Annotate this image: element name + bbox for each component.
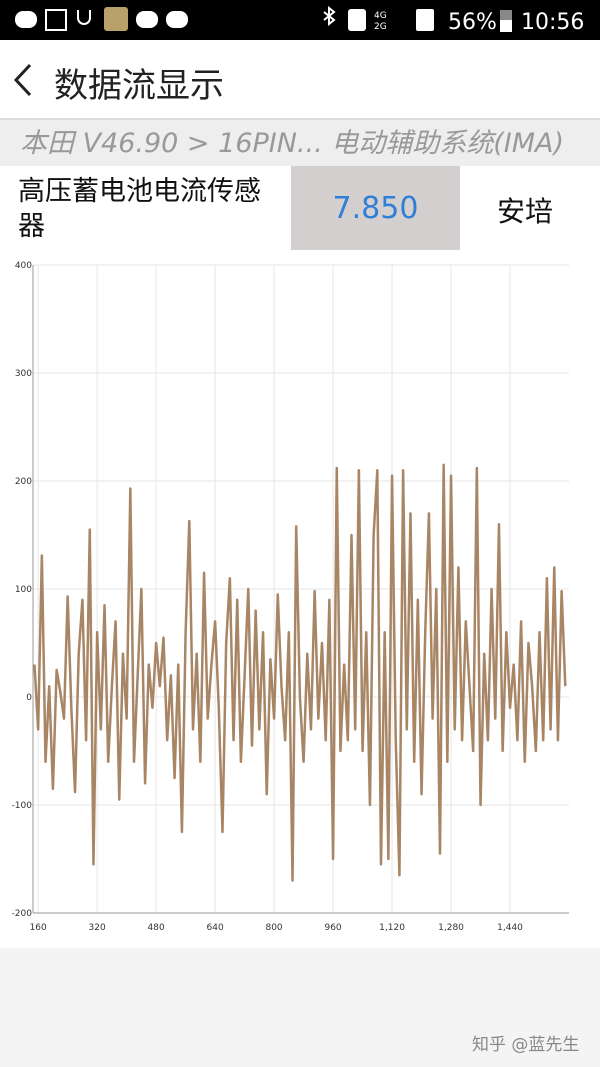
sensor-row: 高压蓄电池电流传感器 7.850 安培	[0, 166, 600, 250]
y-tick-label: 0	[26, 693, 32, 703]
sensor-unit: 安培	[497, 195, 554, 228]
x-tick-label: 1,440	[497, 923, 523, 933]
sensor-value: 7.850	[291, 166, 460, 250]
bluetooth-icon	[323, 5, 336, 27]
status-icons: 4G 2G 56% 10:56	[15, 5, 584, 35]
wechat-icon	[166, 11, 188, 28]
gallery-icon	[45, 9, 67, 31]
watermark: 知乎 @蓝先生	[472, 1035, 580, 1055]
x-tick-label: 1,120	[379, 923, 405, 933]
data-line	[33, 463, 567, 882]
x-tick-label: 1,280	[438, 923, 464, 933]
status-bar: 4G 2G 56% 10:56	[0, 0, 600, 40]
x-tick-label: 160	[30, 923, 47, 933]
y-tick-label: 200	[15, 477, 32, 487]
breadcrumb-text: 本田 V46.90 > 16PIN... 电动辅助系统(IMA)	[20, 128, 565, 159]
back-button[interactable]	[10, 62, 34, 98]
stethoscope-icon	[77, 10, 91, 25]
network-top: 4G	[374, 11, 387, 21]
x-tick-label: 800	[265, 923, 282, 933]
breadcrumb: 本田 V46.90 > 16PIN... 电动辅助系统(IMA)	[0, 120, 600, 166]
chart: -200 -100 0 100 200 300 400 160 320 480 640 800 960 1…	[0, 250, 600, 948]
battery-level	[500, 20, 512, 32]
y-tick-label: 400	[15, 261, 32, 271]
sensor-name: 高压蓄电池电流传感器	[18, 176, 261, 242]
wechat-icon	[136, 11, 158, 28]
y-tick-label: 100	[15, 585, 32, 595]
clock: 10:56	[521, 10, 584, 35]
y-tick-label: -100	[12, 801, 33, 811]
sync-icon	[348, 9, 366, 31]
y-tick-label: -200	[12, 909, 33, 919]
header-title: 数据流显示	[54, 66, 224, 106]
x-tick-label: 320	[89, 923, 106, 933]
battery-text: 56%	[448, 10, 497, 35]
app-icon	[104, 7, 128, 31]
network-bottom: 2G	[374, 22, 387, 32]
y-tick-label: 300	[15, 369, 32, 379]
x-tick-label: 960	[324, 923, 341, 933]
x-tick-label: 480	[148, 923, 165, 933]
sim-icon	[416, 9, 434, 31]
header: 数据流显示	[0, 40, 600, 120]
wechat-icon	[15, 11, 37, 28]
x-tick-label: 640	[207, 923, 224, 933]
